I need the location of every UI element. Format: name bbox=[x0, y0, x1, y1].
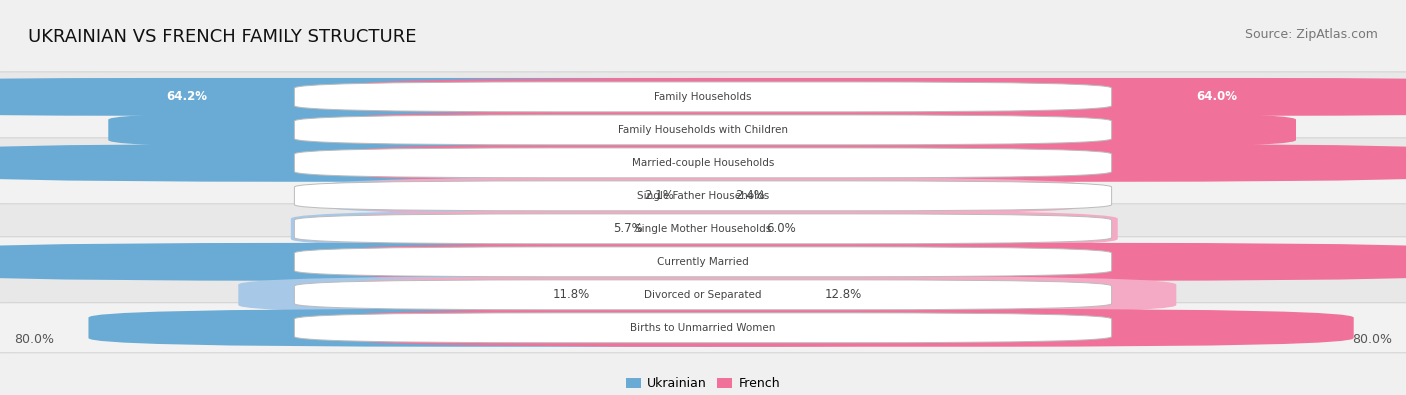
Text: Single Father Households: Single Father Households bbox=[637, 191, 769, 201]
Text: 29.2%: 29.2% bbox=[468, 321, 509, 334]
Text: 80.0%: 80.0% bbox=[14, 333, 53, 346]
FancyBboxPatch shape bbox=[340, 276, 1177, 314]
FancyBboxPatch shape bbox=[294, 280, 1112, 310]
FancyBboxPatch shape bbox=[0, 144, 1066, 182]
Text: 5.7%: 5.7% bbox=[613, 222, 643, 235]
FancyBboxPatch shape bbox=[340, 243, 1406, 281]
FancyBboxPatch shape bbox=[0, 204, 1406, 254]
Text: Births to Unmarried Women: Births to Unmarried Women bbox=[630, 323, 776, 333]
FancyBboxPatch shape bbox=[89, 309, 1066, 347]
FancyBboxPatch shape bbox=[322, 177, 1066, 215]
Text: 26.9%: 26.9% bbox=[488, 123, 529, 136]
FancyBboxPatch shape bbox=[0, 270, 1406, 320]
Text: 48.4%: 48.4% bbox=[1062, 255, 1104, 268]
FancyBboxPatch shape bbox=[294, 148, 1112, 178]
FancyBboxPatch shape bbox=[340, 111, 1296, 149]
FancyBboxPatch shape bbox=[0, 303, 1406, 353]
Text: 64.0%: 64.0% bbox=[1197, 90, 1237, 103]
FancyBboxPatch shape bbox=[340, 210, 1118, 248]
Text: Single Mother Households: Single Mother Households bbox=[636, 224, 770, 234]
Text: UKRAINIAN VS FRENCH FAMILY STRUCTURE: UKRAINIAN VS FRENCH FAMILY STRUCTURE bbox=[28, 28, 416, 46]
Text: Divorced or Separated: Divorced or Separated bbox=[644, 290, 762, 300]
Text: Currently Married: Currently Married bbox=[657, 257, 749, 267]
Text: 11.8%: 11.8% bbox=[553, 288, 591, 301]
FancyBboxPatch shape bbox=[0, 243, 1066, 281]
FancyBboxPatch shape bbox=[0, 78, 1066, 116]
FancyBboxPatch shape bbox=[0, 105, 1406, 155]
Text: Source: ZipAtlas.com: Source: ZipAtlas.com bbox=[1244, 28, 1378, 41]
Text: 64.2%: 64.2% bbox=[167, 90, 208, 103]
Text: 48.1%: 48.1% bbox=[305, 156, 346, 169]
FancyBboxPatch shape bbox=[0, 72, 1406, 122]
FancyBboxPatch shape bbox=[294, 181, 1112, 211]
FancyBboxPatch shape bbox=[108, 111, 1066, 149]
Text: 80.0%: 80.0% bbox=[1353, 333, 1392, 346]
Text: 2.4%: 2.4% bbox=[735, 189, 765, 202]
FancyBboxPatch shape bbox=[0, 237, 1406, 287]
FancyBboxPatch shape bbox=[0, 171, 1406, 221]
FancyBboxPatch shape bbox=[294, 82, 1112, 112]
Text: Married-couple Households: Married-couple Households bbox=[631, 158, 775, 168]
Legend: Ukrainian, French: Ukrainian, French bbox=[621, 372, 785, 395]
FancyBboxPatch shape bbox=[291, 210, 1066, 248]
FancyBboxPatch shape bbox=[294, 115, 1112, 145]
Text: Family Households with Children: Family Households with Children bbox=[619, 125, 787, 135]
Text: Family Households: Family Households bbox=[654, 92, 752, 102]
FancyBboxPatch shape bbox=[294, 214, 1112, 244]
FancyBboxPatch shape bbox=[294, 247, 1112, 277]
Text: 2.1%: 2.1% bbox=[644, 189, 673, 202]
FancyBboxPatch shape bbox=[0, 138, 1406, 188]
FancyBboxPatch shape bbox=[340, 78, 1406, 116]
FancyBboxPatch shape bbox=[238, 276, 1066, 314]
Text: 26.7%: 26.7% bbox=[876, 123, 917, 136]
Text: 6.0%: 6.0% bbox=[766, 222, 796, 235]
Text: 33.4%: 33.4% bbox=[934, 321, 974, 334]
FancyBboxPatch shape bbox=[294, 313, 1112, 343]
Text: 48.0%: 48.0% bbox=[1059, 156, 1099, 169]
FancyBboxPatch shape bbox=[340, 309, 1354, 347]
Text: 48.4%: 48.4% bbox=[302, 255, 344, 268]
Text: 12.8%: 12.8% bbox=[824, 288, 862, 301]
FancyBboxPatch shape bbox=[340, 144, 1406, 182]
FancyBboxPatch shape bbox=[340, 177, 1087, 215]
